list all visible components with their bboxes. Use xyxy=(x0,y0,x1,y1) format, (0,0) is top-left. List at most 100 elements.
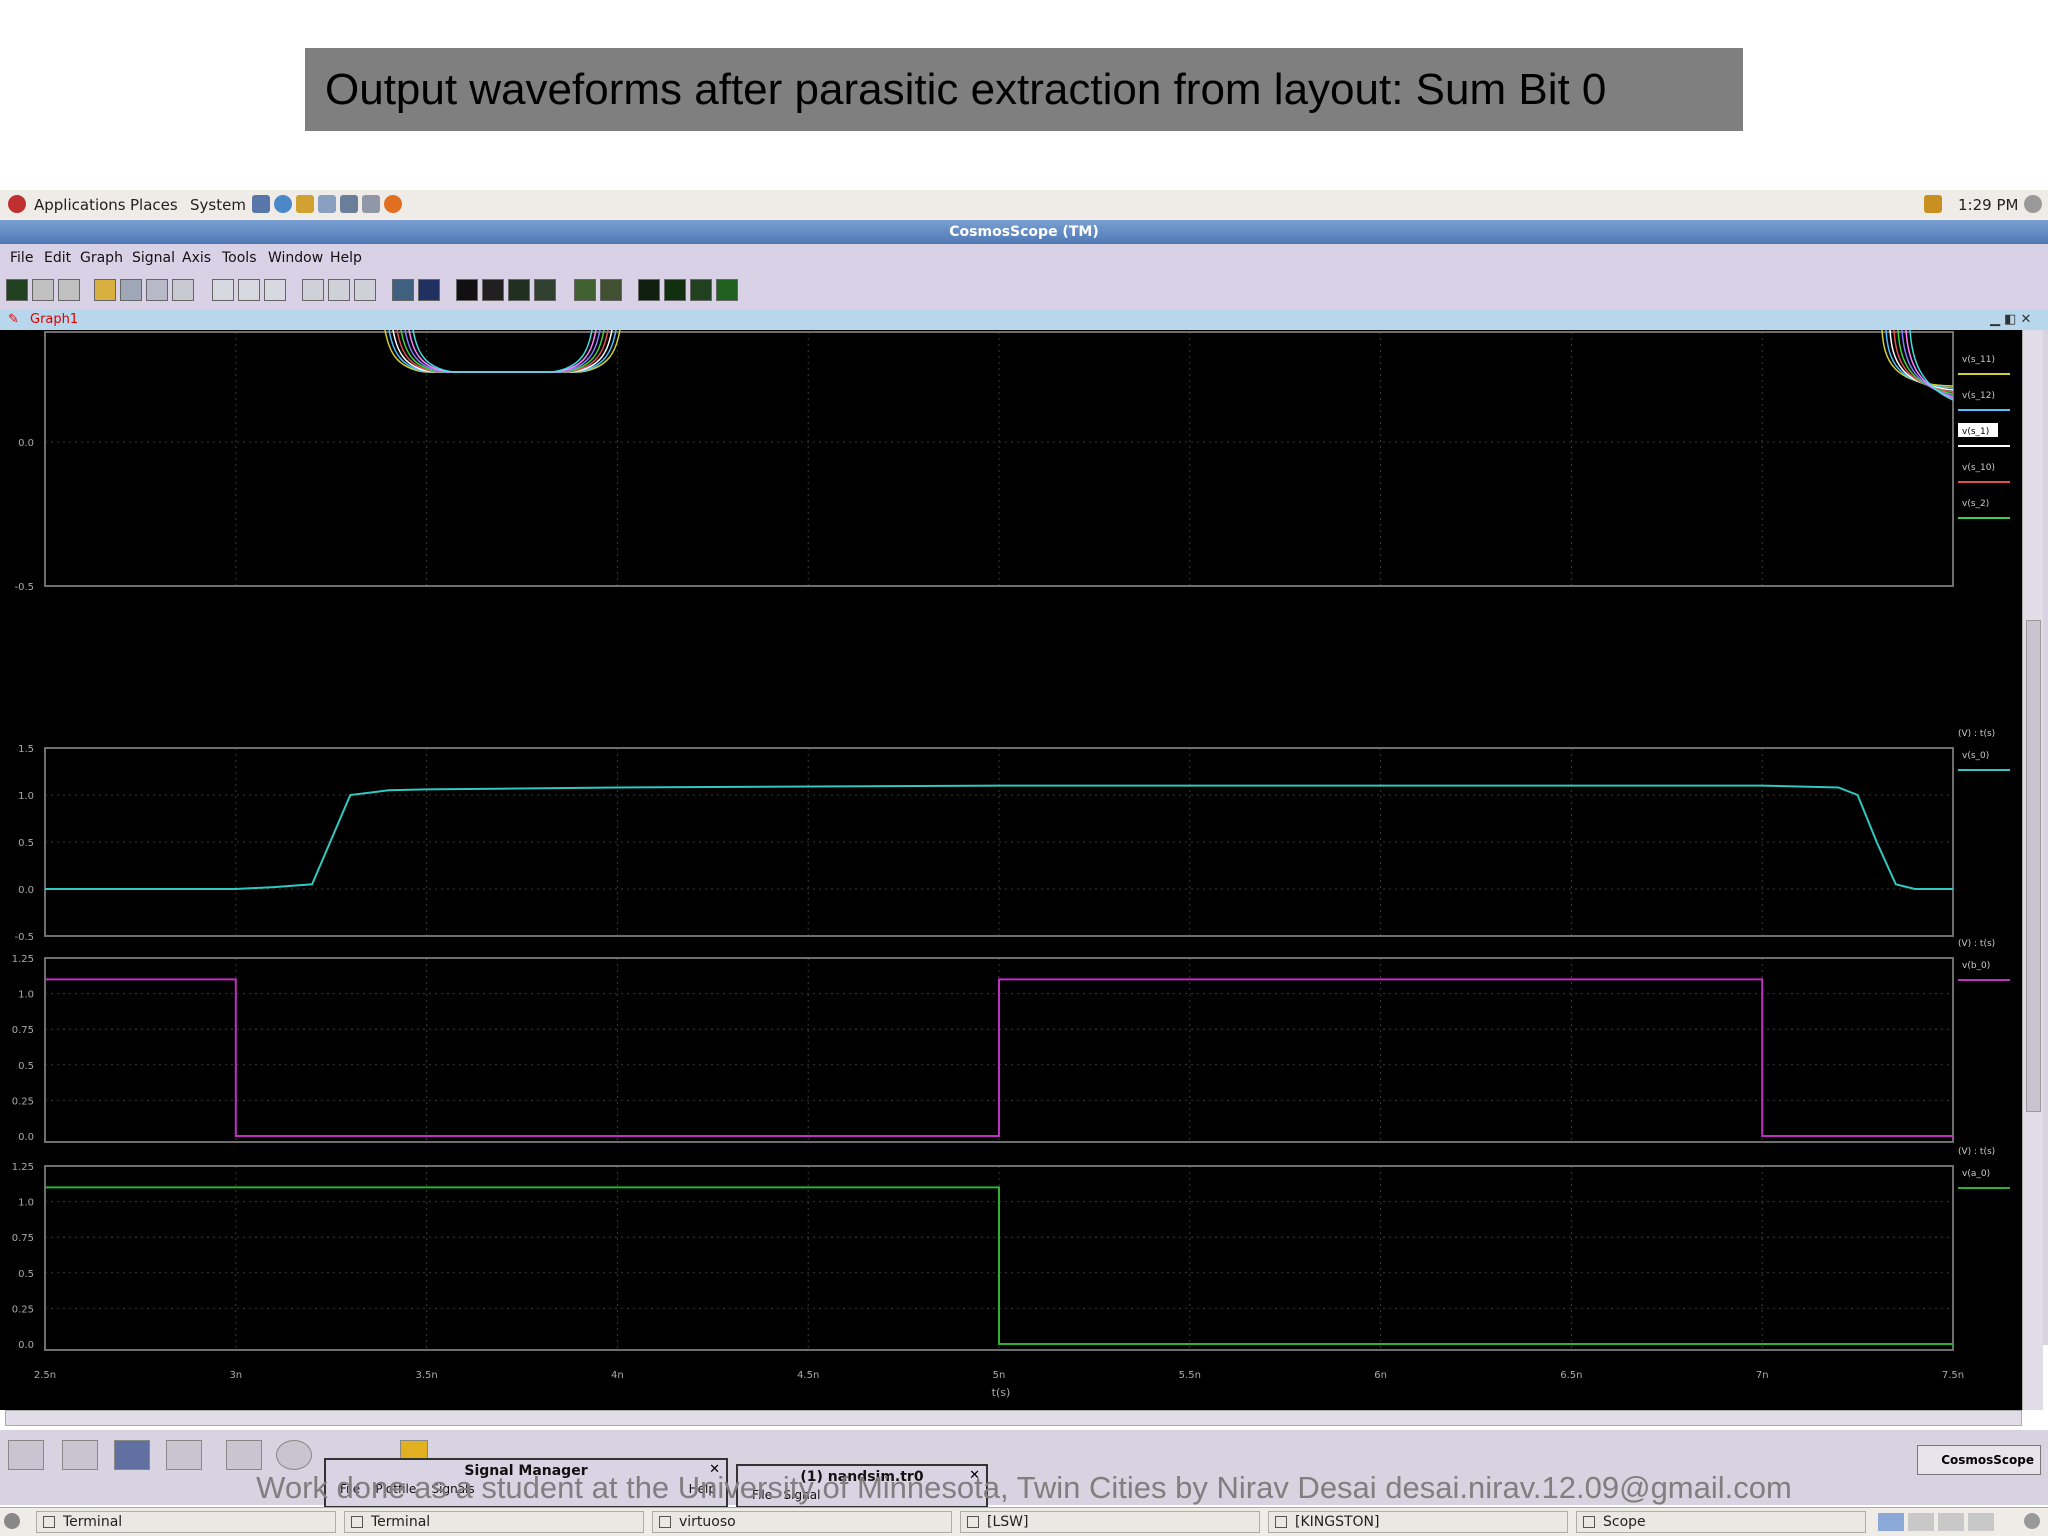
expression-icon[interactable] xyxy=(534,279,556,301)
open-folder-icon[interactable] xyxy=(94,279,116,301)
paste-icon[interactable] xyxy=(264,279,286,301)
menu-file[interactable]: File xyxy=(10,250,34,266)
places-menu[interactable]: Places xyxy=(130,196,178,214)
graph-window-controls[interactable]: ▁ ◧ ✕ xyxy=(1990,312,2032,327)
zoom-in-icon[interactable] xyxy=(302,279,324,301)
toolbar xyxy=(0,272,2048,311)
reload-icon[interactable] xyxy=(120,279,142,301)
horizontal-scrollbar[interactable] xyxy=(5,1410,2022,1426)
marker-icon[interactable] xyxy=(638,279,660,301)
browser-icon[interactable] xyxy=(274,195,292,213)
task-scope[interactable]: Scope xyxy=(1576,1511,1866,1533)
snap-icon[interactable] xyxy=(690,279,712,301)
vertical-scroll-thumb[interactable] xyxy=(2026,620,2041,1112)
workspace-3[interactable] xyxy=(1938,1513,1964,1531)
menu-tools[interactable]: Tools xyxy=(222,250,257,266)
zoom-out-icon[interactable] xyxy=(354,279,376,301)
pane-frame-3 xyxy=(44,1165,1954,1351)
list-icon[interactable] xyxy=(418,279,440,301)
search-icon[interactable] xyxy=(318,195,336,213)
reel-icon[interactable] xyxy=(276,1440,312,1470)
clipped-trace-right xyxy=(1889,330,1954,391)
bus-icon[interactable] xyxy=(508,279,530,301)
cursor-right-icon[interactable] xyxy=(600,279,622,301)
sm-menu-signals[interactable]: Signals xyxy=(431,1482,475,1496)
signal-manager-window[interactable]: Signal Manager File Plotfile Signals Hel… xyxy=(324,1458,728,1508)
close-icon[interactable]: ✕ xyxy=(709,1462,720,1477)
crosshair-icon[interactable] xyxy=(58,279,80,301)
window-titlebar[interactable]: CosmosScope (TM) xyxy=(0,220,2048,244)
save-icon[interactable] xyxy=(146,279,168,301)
mail-icon[interactable] xyxy=(296,195,314,213)
signal-manager-menu: File Plotfile Signals Help xyxy=(326,1482,726,1496)
waveform-plot[interactable]: 0.0 -0.5 1.5 1.0 0.5 0.0 -0.5 1.25 1.0 0.75 0.5 0.2… xyxy=(0,330,2022,1410)
workspace-4[interactable] xyxy=(1968,1513,1994,1531)
grid-icon[interactable] xyxy=(482,279,504,301)
x-tick-label: 7.5n xyxy=(1942,1370,1964,1381)
cursor-left-icon[interactable] xyxy=(574,279,596,301)
vertical-scrollbar[interactable] xyxy=(2022,330,2043,1410)
cut-icon[interactable] xyxy=(212,279,234,301)
waveform-view-icon[interactable] xyxy=(114,1440,150,1470)
stack-icon[interactable] xyxy=(392,279,414,301)
sm-menu-plotfile[interactable]: Plotfile xyxy=(375,1482,417,1496)
editor-icon[interactable] xyxy=(362,195,380,213)
x-axis-label: t(s) xyxy=(992,1386,1011,1399)
new-graph-icon[interactable] xyxy=(6,279,28,301)
annotation-pen-icon[interactable] xyxy=(62,1440,98,1470)
cosmosscope-button[interactable]: CosmosScope xyxy=(1917,1445,2041,1475)
notification-icon[interactable] xyxy=(1924,195,1942,213)
task-virtuoso[interactable]: virtuoso xyxy=(652,1511,952,1533)
calculator-icon[interactable] xyxy=(226,1440,262,1470)
keyboard-icon[interactable] xyxy=(8,1440,44,1470)
nd-menu-signal[interactable]: Signal xyxy=(783,1488,821,1502)
y-tick-label: 0.0 xyxy=(18,1132,34,1143)
clock[interactable]: 1:29 PM xyxy=(1958,196,2019,214)
screenshot: Applications Places System 1:29 PM Cosmo… xyxy=(0,190,2048,1536)
show-desktop-icon[interactable] xyxy=(4,1513,20,1529)
sm-menu-file[interactable]: File xyxy=(340,1482,361,1496)
menu-window[interactable]: Window xyxy=(268,250,324,266)
copy-icon[interactable] xyxy=(238,279,260,301)
waveforms xyxy=(45,784,1953,1345)
signal-manager-title[interactable]: Signal Manager xyxy=(464,1463,588,1479)
menu-help[interactable]: Help xyxy=(330,250,362,266)
print-icon[interactable] xyxy=(172,279,194,301)
graph-tab-label[interactable]: Graph1 xyxy=(30,312,79,327)
clipped-trace-right xyxy=(1897,330,1954,395)
task-kingston[interactable]: [KINGSTON] xyxy=(1268,1511,1568,1533)
scope-bottom-panel: Signal Manager File Plotfile Signals Hel… xyxy=(0,1430,2048,1508)
zoom-fit-icon[interactable] xyxy=(32,279,54,301)
x-tick-label: 4.5n xyxy=(797,1370,819,1381)
close-icon[interactable]: ✕ xyxy=(969,1468,980,1483)
volume-icon[interactable] xyxy=(2024,195,2042,213)
zoom-area-icon[interactable] xyxy=(328,279,350,301)
delta-icon[interactable] xyxy=(664,279,686,301)
workspace-1[interactable] xyxy=(1878,1513,1904,1531)
system-menu[interactable]: System xyxy=(190,196,246,214)
menu-signal[interactable]: Signal xyxy=(132,250,176,266)
arrow-up-icon[interactable] xyxy=(716,279,738,301)
firefox-icon[interactable] xyxy=(384,195,402,213)
menu-graph[interactable]: Graph xyxy=(80,250,123,266)
task-lsw[interactable]: [LSW] xyxy=(960,1511,1260,1533)
terminal-icon[interactable] xyxy=(340,195,358,213)
menu-axis[interactable]: Axis xyxy=(182,250,212,266)
task-terminal-1[interactable]: Terminal xyxy=(36,1511,336,1533)
legend-entry: v(a_0) xyxy=(1962,1169,1990,1179)
launcher-icon[interactable] xyxy=(252,195,270,213)
nandsim-window[interactable]: (1) nandsim.tr0 File Signal ✕ xyxy=(736,1464,988,1508)
y-tick-label: 0.5 xyxy=(18,1061,34,1072)
pane-unit-label: (V) : t(s) xyxy=(1958,1147,1995,1157)
menu-edit[interactable]: Edit xyxy=(44,250,72,266)
nandsim-title[interactable]: (1) nandsim.tr0 xyxy=(800,1469,924,1485)
task-terminal-2[interactable]: Terminal xyxy=(344,1511,644,1533)
sm-menu-help[interactable]: Help xyxy=(688,1482,716,1496)
applications-menu[interactable]: Applications xyxy=(34,196,126,214)
probe-icon[interactable] xyxy=(166,1440,202,1470)
workspace-2[interactable] xyxy=(1908,1513,1934,1531)
x-tick-label: 5.5n xyxy=(1179,1370,1201,1381)
trash-icon[interactable] xyxy=(2024,1513,2040,1529)
measure-icon[interactable] xyxy=(456,279,478,301)
nd-menu-file[interactable]: File xyxy=(752,1488,773,1502)
